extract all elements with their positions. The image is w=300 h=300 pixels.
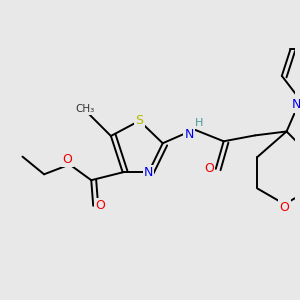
Text: N: N xyxy=(292,98,300,111)
Text: O: O xyxy=(63,153,73,166)
Text: S: S xyxy=(136,114,143,127)
Text: N: N xyxy=(144,166,153,179)
Text: O: O xyxy=(280,201,290,214)
Text: O: O xyxy=(204,162,214,175)
Text: H: H xyxy=(195,118,203,128)
Text: CH₃: CH₃ xyxy=(76,104,95,114)
Text: N: N xyxy=(184,128,194,141)
Text: O: O xyxy=(95,199,105,212)
